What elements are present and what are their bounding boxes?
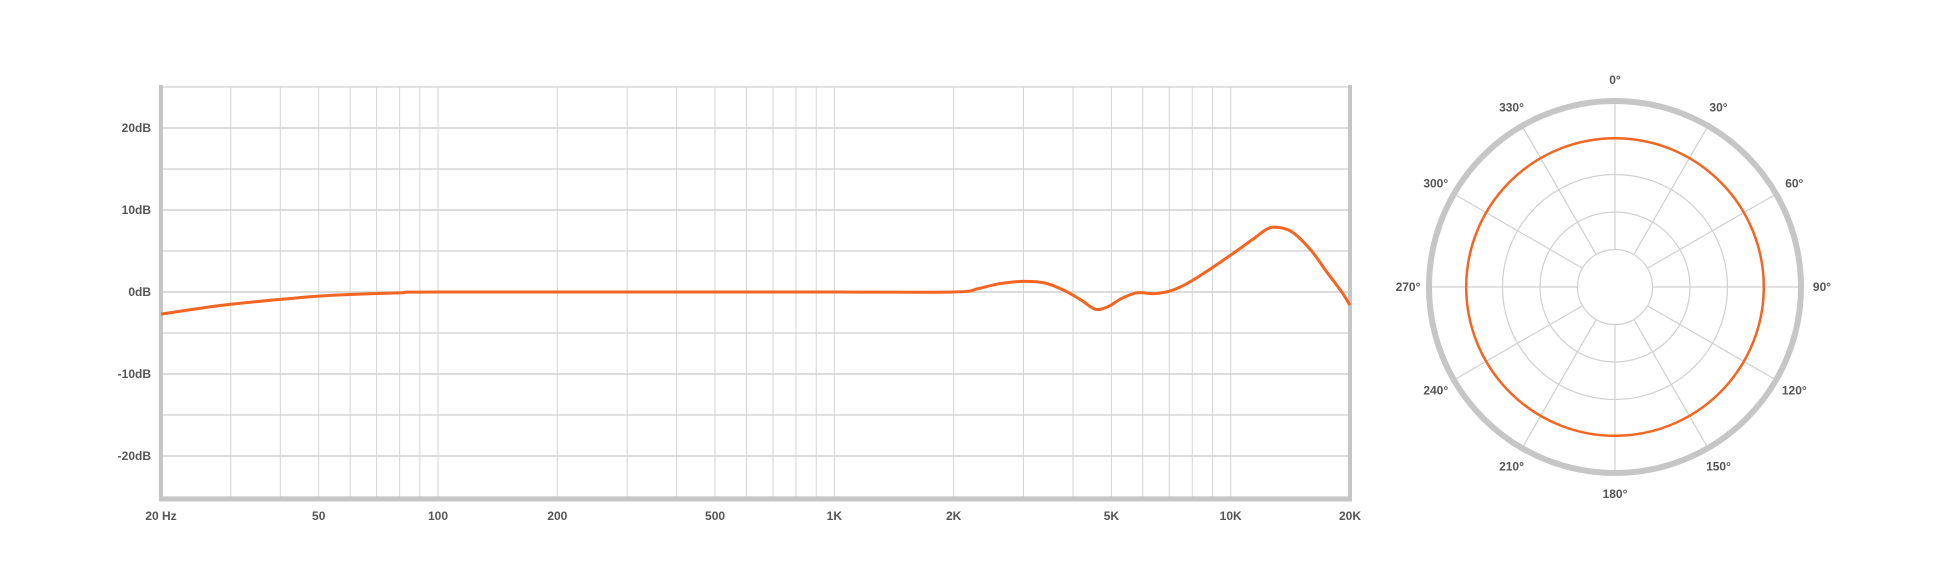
x-tick-label: 1K bbox=[827, 509, 843, 523]
polar-angle-label: 120° bbox=[1782, 384, 1807, 398]
polar-angle-label: 240° bbox=[1423, 384, 1448, 398]
polar-spoke bbox=[1521, 125, 1597, 255]
polar-angle-label: 0° bbox=[1609, 73, 1621, 87]
polar-angle-label: 270° bbox=[1396, 280, 1421, 294]
x-tick-label: 500 bbox=[705, 509, 725, 523]
polar-spoke bbox=[1647, 305, 1777, 381]
y-tick-label: 0dB bbox=[128, 285, 151, 299]
polar-ring bbox=[1576, 248, 1654, 326]
polar-angle-label: 210° bbox=[1499, 459, 1524, 473]
y-tick-label: -20dB bbox=[118, 449, 152, 463]
polar-angle-label: 330° bbox=[1499, 101, 1524, 115]
polar-spoke bbox=[1633, 319, 1709, 449]
x-tick-label: 5K bbox=[1104, 509, 1120, 523]
polar-spoke bbox=[1633, 125, 1709, 255]
polar-spoke bbox=[1453, 305, 1583, 381]
y-tick-label: 20dB bbox=[122, 121, 152, 135]
polar-angle-label: 60° bbox=[1785, 177, 1803, 191]
polar-spoke bbox=[1521, 319, 1597, 449]
x-tick-label: 200 bbox=[547, 509, 567, 523]
y-tick-label: -10dB bbox=[118, 367, 152, 381]
x-tick-label: 20K bbox=[1339, 509, 1361, 523]
polar-outer-ring bbox=[1426, 98, 1804, 476]
x-tick-label: 10K bbox=[1220, 509, 1242, 523]
x-tick-label: 20 Hz bbox=[145, 509, 176, 523]
polar-angle-label: 30° bbox=[1709, 101, 1727, 115]
x-tick-label: 50 bbox=[312, 509, 326, 523]
x-tick-label: 2K bbox=[946, 509, 962, 523]
polar-angle-label: 180° bbox=[1603, 487, 1628, 501]
frequency-response-line bbox=[160, 225, 1352, 316]
polar-response-pattern bbox=[1464, 136, 1766, 438]
y-tick-label: 10dB bbox=[122, 203, 152, 217]
polar-spoke bbox=[1647, 193, 1777, 269]
polar-spoke bbox=[1453, 193, 1583, 269]
polar-angle-label: 90° bbox=[1813, 280, 1831, 294]
polar-angle-label: 300° bbox=[1423, 177, 1448, 191]
polar-angle-label: 150° bbox=[1706, 459, 1731, 473]
x-tick-label: 100 bbox=[428, 509, 448, 523]
